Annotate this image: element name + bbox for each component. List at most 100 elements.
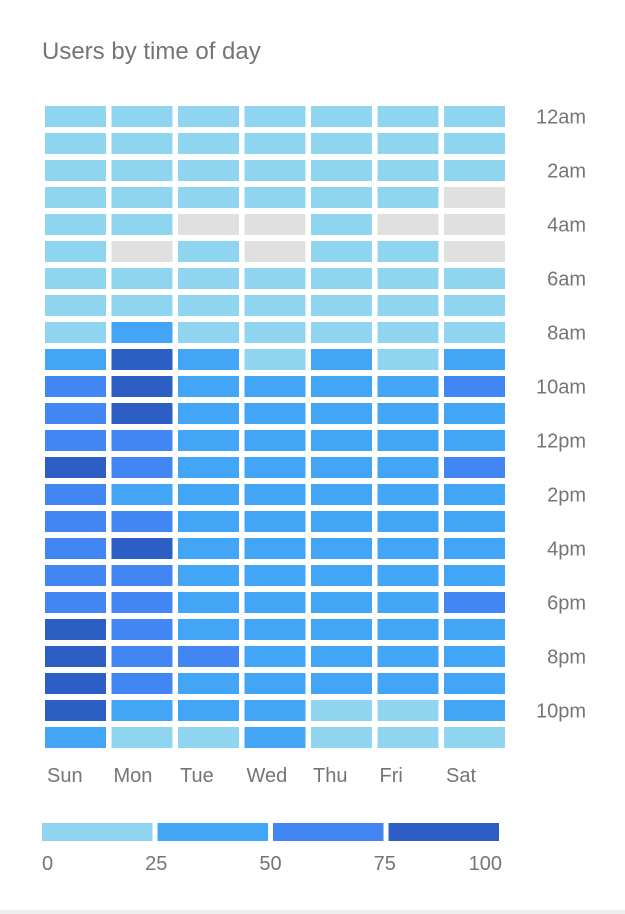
heatmap-cell-fri-2pm bbox=[377, 484, 439, 505]
heatmap-cell-fri-12am bbox=[377, 106, 439, 127]
legend-tick-label-75: 75 bbox=[374, 853, 396, 875]
heatmap-cell-mon-11am bbox=[111, 403, 173, 424]
heatmap-cell-sat-8pm bbox=[444, 646, 505, 667]
heatmap-cell-sun-2pm bbox=[45, 484, 106, 505]
heatmap-cell-tue-5am bbox=[178, 241, 239, 262]
heatmap-cell-tue-6am bbox=[178, 268, 239, 289]
heatmap-cell-sun-12am bbox=[45, 106, 106, 127]
row-tick-label-6am: 6am bbox=[547, 269, 586, 291]
heatmap-cell-sun-1pm bbox=[45, 457, 106, 478]
heatmap-cell-mon-10am bbox=[111, 376, 173, 397]
column-label-tue: Tue bbox=[180, 765, 214, 787]
heatmap-cell-sat-5am bbox=[444, 241, 505, 262]
heatmap-cell-thu-4am bbox=[311, 214, 372, 235]
heatmap-cell-wed-7pm bbox=[244, 619, 306, 640]
heatmap-cell-fri-5pm bbox=[377, 565, 439, 586]
row-tick-label-8pm: 8pm bbox=[547, 647, 586, 669]
heatmap-cell-tue-7pm bbox=[178, 619, 239, 640]
heatmap-cell-tue-12pm bbox=[178, 430, 239, 451]
heatmap-cell-sat-11pm bbox=[444, 727, 505, 748]
heatmap-cell-sun-7am bbox=[45, 295, 106, 316]
heatmap-cell-fri-8am bbox=[377, 322, 439, 343]
row-tick-label-4pm: 4pm bbox=[547, 539, 586, 561]
legend-swatch-3 bbox=[388, 823, 499, 841]
heatmap-cell-thu-12am bbox=[311, 106, 372, 127]
heatmap-cell-wed-10am bbox=[244, 376, 306, 397]
heatmap-cell-thu-5pm bbox=[311, 565, 372, 586]
heatmap-cell-thu-1am bbox=[311, 133, 372, 154]
heatmap-cell-tue-10am bbox=[178, 376, 239, 397]
heatmap-cell-fri-4pm bbox=[377, 538, 439, 559]
legend-tick-label-100: 100 bbox=[469, 853, 502, 875]
column-label-sat: Sat bbox=[446, 765, 476, 787]
heatmap-cell-fri-7pm bbox=[377, 619, 439, 640]
heatmap-cell-mon-1am bbox=[111, 133, 173, 154]
heatmap-cell-thu-10am bbox=[311, 376, 372, 397]
heatmap-cell-tue-4pm bbox=[178, 538, 239, 559]
heatmap-cell-fri-8pm bbox=[377, 646, 439, 667]
heatmap-cell-sun-9pm bbox=[45, 673, 106, 694]
heatmap-cell-sun-9am bbox=[45, 349, 106, 370]
heatmap-cell-sat-6am bbox=[444, 268, 505, 289]
heatmap-cell-tue-12am bbox=[178, 106, 239, 127]
heatmap-cell-mon-3am bbox=[111, 187, 173, 208]
heatmap-cell-thu-11am bbox=[311, 403, 372, 424]
heatmap-cell-mon-2pm bbox=[111, 484, 173, 505]
column-label-mon: Mon bbox=[114, 765, 153, 787]
heatmap-cell-mon-7pm bbox=[111, 619, 173, 640]
heatmap-cell-fri-1pm bbox=[377, 457, 439, 478]
row-tick-label-6pm: 6pm bbox=[547, 593, 586, 615]
heatmap-cell-sun-10am bbox=[45, 376, 106, 397]
heatmap-cell-wed-12pm bbox=[244, 430, 306, 451]
heatmap-cell-sat-2pm bbox=[444, 484, 505, 505]
heatmap-cell-fri-9am bbox=[377, 349, 439, 370]
heatmap-cell-sun-12pm bbox=[45, 430, 106, 451]
heatmap-cell-thu-5am bbox=[311, 241, 372, 262]
heatmap-cell-sat-10am bbox=[444, 376, 505, 397]
legend-swatch-1 bbox=[157, 823, 268, 841]
heatmap-cell-fri-12pm bbox=[377, 430, 439, 451]
heatmap-cell-fri-10am bbox=[377, 376, 439, 397]
legend-swatch-2 bbox=[273, 823, 384, 841]
heatmap-cell-thu-10pm bbox=[311, 700, 372, 721]
heatmap-cell-tue-8am bbox=[178, 322, 239, 343]
heatmap-cell-sat-2am bbox=[444, 160, 505, 181]
heatmap-cell-mon-9am bbox=[111, 349, 173, 370]
heatmap-cell-sat-3am bbox=[444, 187, 505, 208]
heatmap-cell-mon-10pm bbox=[111, 700, 173, 721]
heatmap-cell-wed-9am bbox=[244, 349, 306, 370]
column-label-fri: Fri bbox=[380, 765, 403, 787]
heatmap-cell-sat-7am bbox=[444, 295, 505, 316]
heatmap-cell-sat-10pm bbox=[444, 700, 505, 721]
heatmap-cell-sat-9pm bbox=[444, 673, 505, 694]
heatmap-cell-thu-9am bbox=[311, 349, 372, 370]
heatmap-cell-mon-6am bbox=[111, 268, 173, 289]
heatmap-cell-thu-6pm bbox=[311, 592, 372, 613]
heatmap-cell-fri-11pm bbox=[377, 727, 439, 748]
heatmap-cell-thu-6am bbox=[311, 268, 372, 289]
heatmap-cell-wed-2pm bbox=[244, 484, 306, 505]
heatmap-cell-sun-8am bbox=[45, 322, 106, 343]
heatmap-cell-thu-11pm bbox=[311, 727, 372, 748]
heatmap-cell-mon-7am bbox=[111, 295, 173, 316]
heatmap-cell-sun-5am bbox=[45, 241, 106, 262]
heatmap-cell-mon-12am bbox=[111, 106, 173, 127]
heatmap-cell-fri-3pm bbox=[377, 511, 439, 532]
heatmap-cell-sat-7pm bbox=[444, 619, 505, 640]
heatmap-cell-thu-8pm bbox=[311, 646, 372, 667]
heatmap-cell-sat-8am bbox=[444, 322, 505, 343]
heatmap-cell-mon-8am bbox=[111, 322, 173, 343]
heatmap-cell-sun-1am bbox=[45, 133, 106, 154]
heatmap-cell-tue-10pm bbox=[178, 700, 239, 721]
heatmap-cell-wed-11pm bbox=[244, 727, 306, 748]
heatmap-cell-tue-2pm bbox=[178, 484, 239, 505]
heatmap-cell-sun-4am bbox=[45, 214, 106, 235]
heatmap-cell-wed-5pm bbox=[244, 565, 306, 586]
heatmap-cell-mon-6pm bbox=[111, 592, 173, 613]
heatmap-cell-fri-3am bbox=[377, 187, 439, 208]
heatmap-cell-fri-11am bbox=[377, 403, 439, 424]
heatmap-cell-tue-2am bbox=[178, 160, 239, 181]
heatmap-cell-sun-7pm bbox=[45, 619, 106, 640]
heatmap-cell-mon-8pm bbox=[111, 646, 173, 667]
